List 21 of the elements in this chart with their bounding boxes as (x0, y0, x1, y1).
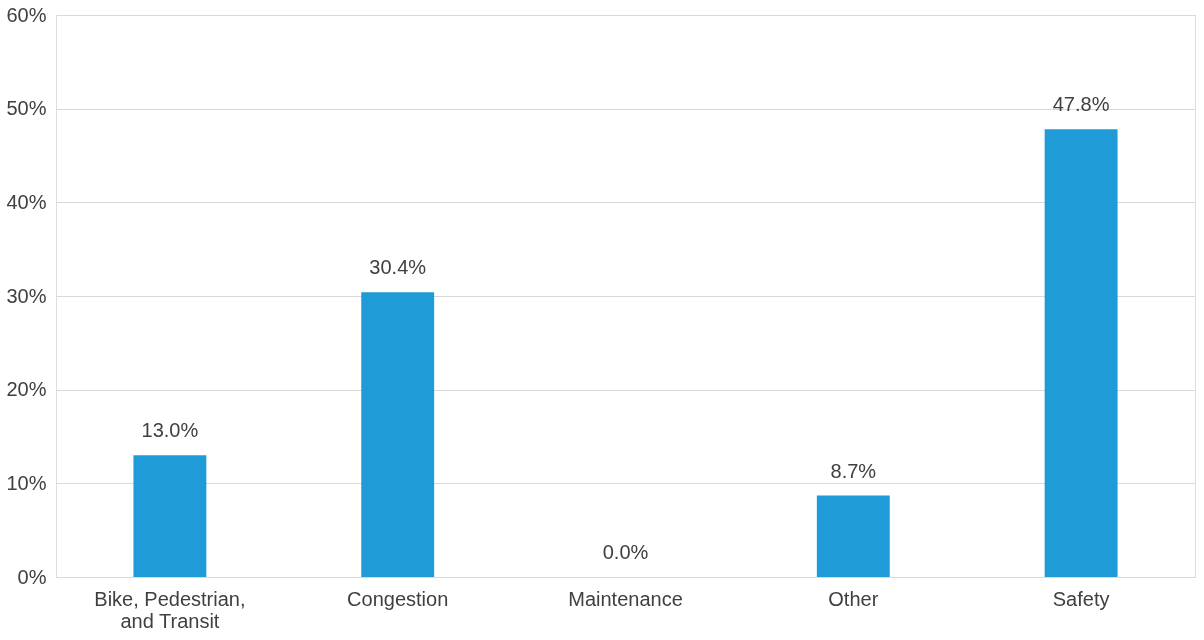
bar (816, 495, 890, 577)
x-tick-label: Maintenance (568, 587, 683, 610)
data-label: 0.0% (602, 541, 649, 563)
x-tick-label: Bike, Pedestrian, and Transit (94, 587, 246, 632)
data-label: 8.7% (830, 459, 877, 482)
y-tick-label: 20% (6, 378, 47, 401)
x-tick-label: Other (828, 587, 879, 610)
data-label: 30.4% (369, 256, 427, 279)
data-label: 47.8% (1052, 93, 1110, 116)
y-tick-label: 40% (6, 190, 47, 213)
bar (1044, 129, 1118, 577)
bar (133, 455, 207, 577)
x-tick-label: Safety (1052, 587, 1110, 610)
y-tick-label: 30% (6, 284, 47, 307)
y-tick-label: 0% (17, 565, 47, 588)
x-tick-label: Congestion (347, 587, 449, 610)
y-tick-label: 10% (6, 471, 47, 494)
y-tick-label: 60% (6, 3, 47, 26)
bar (361, 292, 435, 577)
y-tick-label: 50% (6, 97, 47, 120)
data-label: 13.0% (141, 419, 199, 442)
